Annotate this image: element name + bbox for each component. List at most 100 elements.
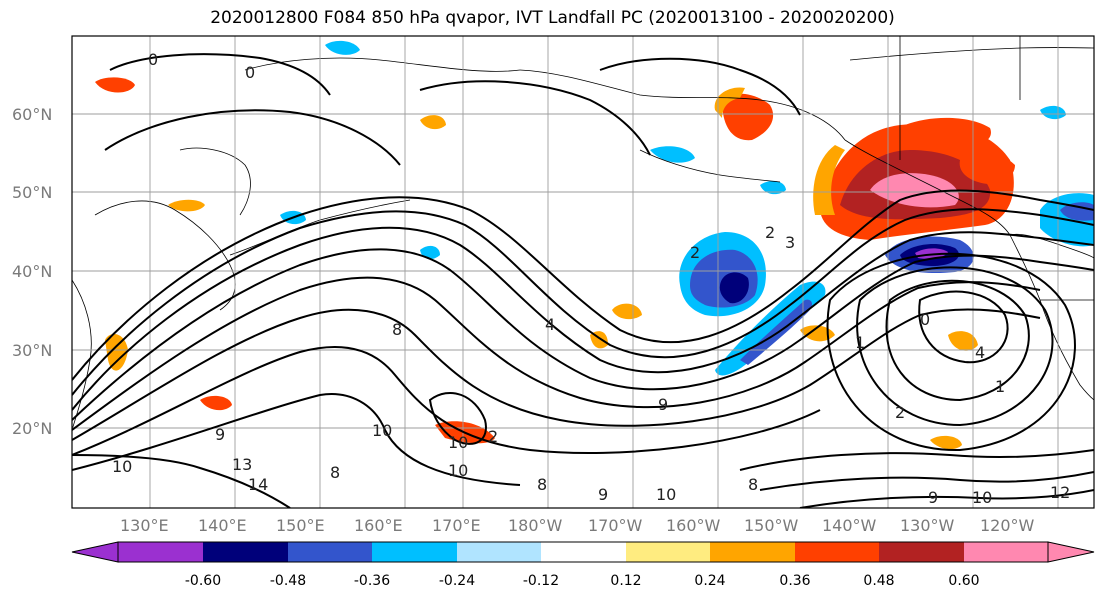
longitude-label: 180°W: [508, 516, 563, 535]
contour-label: 2: [488, 427, 498, 446]
longitude-label: 170°E: [432, 516, 481, 535]
contour-label: 2: [895, 403, 905, 422]
contour-line: [72, 393, 521, 486]
longitude-label: 130°E: [120, 516, 169, 535]
contour-label: 12: [1050, 483, 1070, 502]
contour-label: 9: [215, 425, 225, 444]
colorbar: -0.60 -0.48 -0.36 -0.24 -0.12 0.12 0.24 …: [71, 541, 1095, 589]
colorbar-segment: [372, 542, 457, 562]
positive-anomaly-scatter: [612, 303, 642, 320]
positive-anomaly-scatter: [948, 331, 978, 351]
contour-label: 9: [928, 488, 938, 507]
positive-anomaly-yukon: [959, 153, 1015, 185]
colorbar-segment: [541, 542, 626, 562]
longitude-label: 140°W: [822, 516, 877, 535]
colorbar-tick-label: 0.12: [610, 573, 641, 589]
contour-line: [739, 449, 1094, 471]
contour-line: [759, 471, 1094, 491]
contour-label: 10: [972, 488, 992, 507]
positive-anomaly-scatter: [105, 334, 128, 371]
graticule: [72, 36, 1094, 508]
colorbar-tick-label: 0.60: [948, 573, 979, 589]
colorbar-tick-label: -0.60: [185, 573, 221, 589]
longitude-axis: 130°E 140°E 150°E 160°E 170°E 180°W 170°…: [120, 516, 1035, 535]
longitude-label: 160°W: [666, 516, 721, 535]
colorbar-tick-label: 0.24: [694, 573, 725, 589]
latitude-label: 60°N: [12, 105, 52, 124]
contour-label: 10: [656, 485, 676, 504]
contour-line: [72, 454, 291, 508]
contour-label: 8: [330, 463, 340, 482]
contour-line: [72, 276, 1041, 431]
map-title: 2020012800 F084 850 hPa qvapor, IVT Land…: [210, 8, 895, 28]
contour-line: [826, 252, 1076, 452]
latitude-label: 50°N: [12, 183, 52, 202]
positive-anomaly-peak-gulf-of-alaska: [870, 173, 959, 208]
negative-anomaly-scatter: [650, 146, 695, 163]
positive-anomaly-canada-coast: [905, 117, 991, 146]
contour-label: 8: [748, 475, 758, 494]
positive-anomaly-scatter: [95, 77, 135, 93]
positive-anomaly-scatter: [420, 115, 446, 130]
contour-line: [599, 57, 801, 116]
contour-label: 10: [448, 461, 468, 480]
contour-label: 9: [658, 395, 668, 414]
ivt-contours: [72, 53, 1094, 508]
longitude-label: 150°W: [744, 516, 799, 535]
contour-line: [109, 53, 331, 96]
positive-anomaly-scatter: [930, 435, 962, 450]
contour-label: 8: [537, 475, 547, 494]
longitude-label: 170°W: [588, 516, 643, 535]
contour-label: 1: [855, 333, 865, 352]
colorbar-segment: [710, 542, 795, 562]
contour-label: 1: [995, 377, 1005, 396]
contour-label: 14: [248, 475, 268, 494]
contour-label: 0: [245, 63, 255, 82]
colorbar-segment: [203, 542, 288, 562]
positive-anomaly-scatter: [168, 199, 205, 212]
positive-anomaly-scatter: [800, 325, 835, 342]
contour-line: [72, 308, 1041, 441]
colorbar-segment: [457, 542, 541, 562]
colorbar-segment: [626, 542, 710, 562]
contour-label: 0: [920, 310, 930, 329]
contour-labels: 0 0 2 2 3 4 8 8 9 9 10 10 10 13 14 12 0 …: [112, 50, 1070, 507]
latitude-label: 30°N: [12, 341, 52, 360]
longitude-label: 130°W: [900, 516, 955, 535]
positive-anomaly-fringe-gulf-of-alaska: [813, 145, 845, 215]
contour-label: 4: [975, 343, 985, 362]
contour-line: [72, 208, 1094, 396]
longitude-label: 160°E: [354, 516, 403, 535]
negative-anomaly-west-coast-core: [1060, 202, 1094, 221]
latitude-label: 40°N: [12, 262, 52, 281]
colorbar-frame: [117, 541, 1049, 563]
contour-label: 10: [112, 457, 132, 476]
longitude-label: 120°W: [980, 516, 1035, 535]
contour-label: 9: [598, 485, 608, 504]
negative-anomaly-scatter: [760, 180, 786, 195]
contour-line: [918, 290, 1009, 364]
negative-anomaly-band-core: [740, 299, 812, 365]
contour-line: [799, 489, 1094, 508]
positive-anomaly-alaska-peninsula-fringe: [714, 87, 745, 118]
colorbar-segment: [964, 542, 1048, 562]
contour-line: [428, 391, 487, 445]
contour-label: 10: [448, 433, 468, 452]
colorbar-segment: [118, 542, 203, 562]
colorbar-tick-label: -0.12: [523, 573, 559, 589]
latitude-axis: 60°N 50°N 40°N 30°N 20°N: [12, 105, 52, 438]
colorbar-tick-label: -0.36: [354, 573, 390, 589]
latitude-label: 20°N: [12, 419, 52, 438]
positive-anomaly-alaska-peninsula: [722, 93, 774, 141]
negative-anomaly-peak-central-pacific: [719, 272, 749, 304]
contour-line: [72, 189, 1094, 381]
longitude-label: 150°E: [276, 516, 325, 535]
map-frame: [71, 35, 1095, 509]
colorbar-segment: [795, 542, 879, 562]
colorbar-tick-label: 0.36: [779, 573, 810, 589]
colorbar-tick-label: -0.48: [270, 573, 306, 589]
colorbar-tick-label: 0.48: [863, 573, 894, 589]
longitude-label: 140°E: [198, 516, 247, 535]
contour-label: 2: [765, 223, 775, 242]
